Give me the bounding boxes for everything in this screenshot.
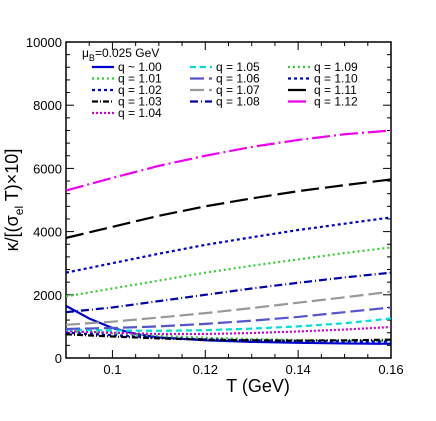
- x-tick-label: 0.14: [285, 362, 310, 377]
- x-tick-label: 0.12: [193, 362, 218, 377]
- series-line-12: [66, 178, 391, 239]
- legend-label: q = 1.10: [314, 72, 358, 86]
- series-lines: [66, 129, 391, 345]
- legend-label: q = 1.01: [118, 72, 162, 86]
- legend-label: q = 1.11: [314, 83, 357, 97]
- legend-label: q = 1.03: [118, 95, 162, 109]
- series-line-11: [66, 216, 391, 274]
- legend-label: q = 1.08: [216, 95, 260, 109]
- legend-label: q = 1.09: [314, 60, 358, 74]
- series-line-13: [66, 129, 391, 192]
- y-tick-label: 0: [55, 351, 62, 366]
- legend-label: q = 1.05: [216, 60, 260, 74]
- legend-label: q = 1.02: [118, 83, 162, 97]
- series-line-8: [66, 290, 391, 326]
- x-tick-label: 0.1: [103, 362, 121, 377]
- y-tick-label: 2000: [33, 288, 62, 303]
- y-axis-title: κ/[(σel T)×10]: [2, 149, 26, 252]
- x-axis-title: T (GeV): [226, 376, 290, 396]
- legend-label: q = 1.04: [118, 106, 162, 120]
- legend-label: q ~ 1.00: [118, 60, 162, 74]
- series-line-4: [66, 333, 391, 342]
- annotation-mu-b: μB=0.025 GeV: [82, 46, 159, 63]
- y-tick-label: 4000: [33, 225, 62, 240]
- legend: q ~ 1.00q = 1.01q = 1.02q = 1.03q = 1.04…: [92, 60, 358, 120]
- legend-label: q = 1.07: [216, 83, 260, 97]
- y-tick-label: 8000: [33, 98, 62, 113]
- series-line-7: [66, 306, 391, 331]
- y-tick-label: 10000: [26, 35, 62, 50]
- legend-label: q = 1.12: [314, 95, 358, 109]
- tick-labels: 0.1 0.12 0.14 0.16 0 2000 4000 6000 8000 10000: [26, 35, 404, 377]
- legend-label: q = 1.06: [216, 72, 260, 86]
- y-tick-label: 6000: [33, 161, 62, 176]
- series-line-9: [66, 271, 391, 314]
- plot-frame: [65, 41, 392, 359]
- series-line-6: [66, 317, 391, 332]
- x-tick-label: 0.16: [378, 362, 403, 377]
